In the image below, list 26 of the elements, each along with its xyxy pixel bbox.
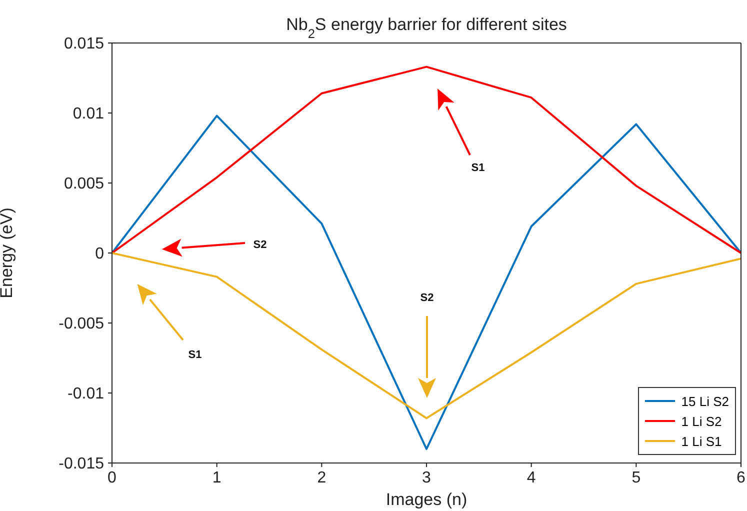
legend-label: 1 Li S2 xyxy=(681,414,722,428)
x-tick-label: 2 xyxy=(317,469,326,486)
y-tick-label: -0.005 xyxy=(58,316,104,333)
x-tick-label: 0 xyxy=(108,469,117,486)
x-axis-title: Images (n) xyxy=(386,490,468,509)
annotation: S1 xyxy=(188,348,202,361)
y-tick-label: -0.01 xyxy=(68,386,104,403)
x-tick-label: 6 xyxy=(736,469,746,486)
annotation: S2 xyxy=(420,292,434,304)
x-tick-label: 5 xyxy=(632,469,641,486)
y-axis-title: Energy (eV) xyxy=(0,208,16,298)
y-tick-label: 0 xyxy=(95,246,104,263)
legend-label: 1 Li S1 xyxy=(681,434,722,448)
annotation: S2 xyxy=(253,238,267,251)
line-series xyxy=(112,66,741,254)
x-tick-label: 1 xyxy=(212,469,222,486)
y-tick-label: 0.01 xyxy=(72,106,104,123)
y-tick-label: -0.015 xyxy=(58,456,104,473)
x-tick-label: 3 xyxy=(422,469,432,486)
legend-label: 15 Li S2 xyxy=(681,394,729,408)
y-tick-label: 0.015 xyxy=(64,36,104,53)
x-tick-label: 4 xyxy=(526,469,536,486)
y-tick-label: 0.005 xyxy=(64,176,104,193)
line-series xyxy=(112,114,741,450)
chart-title: Nb$_{2}$S energy barrier for different sites xyxy=(286,15,567,40)
annotation: S1 xyxy=(471,162,485,174)
